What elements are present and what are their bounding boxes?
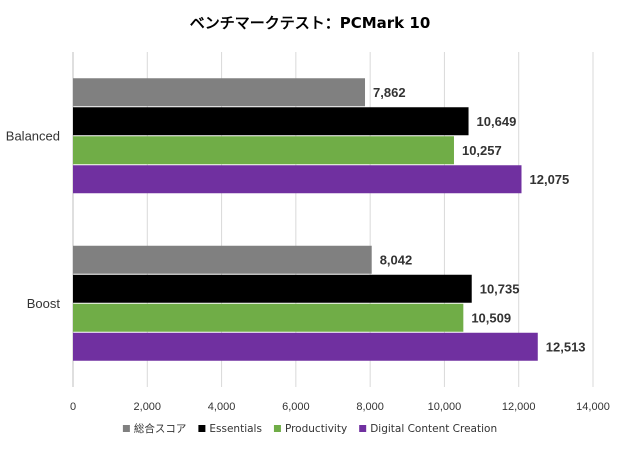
bar: [73, 78, 366, 107]
legend-label: Digital Content Creation: [370, 423, 497, 435]
legend-swatch: [273, 425, 281, 432]
bar: [73, 136, 454, 165]
legend: 総合スコア Essentials Productivity Digital Conte…: [122, 422, 497, 435]
data-label: 7,862: [373, 85, 406, 100]
legend-label: Essentials: [209, 423, 262, 435]
bar: [73, 303, 464, 332]
x-tick-label: 10,000: [428, 401, 462, 413]
bar: [73, 165, 522, 194]
legend-label: Productivity: [285, 423, 347, 435]
x-tick-label: 2,000: [134, 401, 162, 413]
x-tick-label: 14,000: [576, 401, 610, 413]
data-label: 10,257: [462, 143, 502, 158]
x-tick-label: 4,000: [208, 401, 236, 413]
category-label: Balanced: [6, 128, 60, 143]
legend-swatch: [122, 425, 130, 432]
x-tick-label: 12,000: [502, 401, 536, 413]
category-label: Boost: [27, 296, 61, 311]
bars: [73, 78, 538, 361]
data-label: 12,075: [530, 172, 570, 187]
legend-label: 総合スコア: [134, 422, 187, 435]
data-label: 10,509: [471, 310, 511, 325]
x-tick-label: 0: [70, 401, 76, 413]
data-label: 8,042: [380, 252, 413, 267]
labels: 0 2,000 4,000 6,000 8,000 10,000 12,000 14,000 B…: [6, 85, 610, 413]
bar: [73, 274, 472, 303]
bar: [73, 245, 372, 274]
bar: [73, 107, 469, 136]
x-tick-label: 8,000: [356, 401, 384, 413]
legend-swatch: [198, 425, 206, 432]
data-label: 10,735: [480, 281, 520, 296]
data-label: 10,649: [477, 114, 517, 129]
legend-swatch: [359, 425, 367, 432]
data-label: 12,513: [546, 339, 586, 354]
bar: [73, 332, 538, 361]
chart-title: ベンチマークテスト：PCMark 10: [190, 14, 431, 32]
x-tick-label: 6,000: [282, 401, 310, 413]
